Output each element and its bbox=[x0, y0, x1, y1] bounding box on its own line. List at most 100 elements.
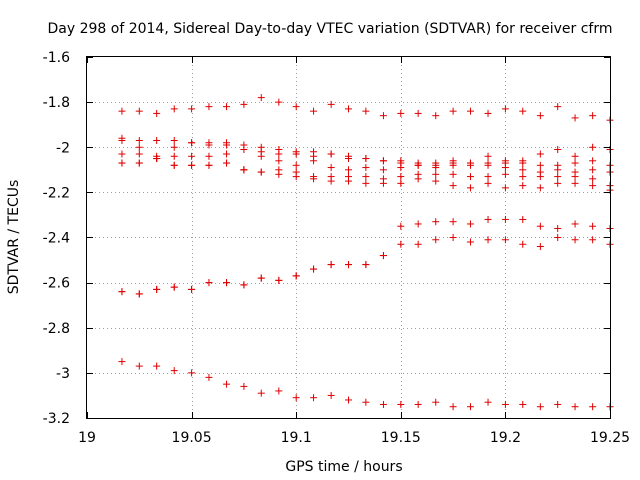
data-point bbox=[466, 220, 474, 228]
data-point bbox=[554, 166, 562, 174]
data-point bbox=[188, 152, 196, 160]
data-point bbox=[466, 107, 474, 115]
data-point bbox=[275, 157, 283, 165]
data-point bbox=[519, 215, 527, 223]
data-point bbox=[153, 109, 161, 117]
data-point bbox=[536, 161, 544, 169]
data-point bbox=[118, 136, 126, 144]
y-tick-label: -2.6 bbox=[43, 276, 70, 292]
data-point bbox=[292, 150, 300, 158]
data-point bbox=[501, 400, 509, 408]
data-point bbox=[327, 164, 335, 172]
data-point bbox=[379, 157, 387, 165]
data-point bbox=[449, 161, 457, 169]
data-point bbox=[589, 112, 597, 120]
data-point bbox=[501, 215, 509, 223]
data-point bbox=[118, 159, 126, 167]
data-point bbox=[240, 382, 248, 390]
data-point bbox=[589, 222, 597, 230]
data-point bbox=[536, 173, 544, 181]
data-point bbox=[257, 152, 265, 160]
data-point bbox=[397, 240, 405, 248]
data-point bbox=[449, 403, 457, 411]
data-point bbox=[135, 362, 143, 370]
x-tick-label: 19.25 bbox=[590, 430, 630, 446]
data-point bbox=[310, 265, 318, 273]
x-tick-label: 19.1 bbox=[281, 430, 312, 446]
data-point bbox=[362, 398, 370, 406]
data-point bbox=[135, 136, 143, 144]
x-tick-label: 19.15 bbox=[381, 430, 421, 446]
data-point bbox=[589, 182, 597, 190]
data-point bbox=[362, 164, 370, 172]
data-point bbox=[135, 290, 143, 298]
data-point bbox=[257, 168, 265, 176]
data-point bbox=[153, 136, 161, 144]
y-tick-label: -2 bbox=[56, 140, 70, 156]
y-tick-labels: -1.6 -1.8 -2 -2.2 -2.4 -2.6 -2.8 -3 -3.2 bbox=[43, 50, 70, 427]
data-point bbox=[240, 146, 248, 154]
data-point bbox=[257, 389, 265, 397]
data-point bbox=[554, 173, 562, 181]
data-point bbox=[536, 403, 544, 411]
data-point bbox=[170, 105, 178, 113]
data-point bbox=[327, 177, 335, 185]
data-point bbox=[327, 150, 335, 158]
data-point bbox=[449, 218, 457, 226]
data-point bbox=[362, 179, 370, 187]
data-point bbox=[449, 182, 457, 190]
data-point bbox=[571, 403, 579, 411]
data-point bbox=[501, 236, 509, 244]
data-point bbox=[484, 236, 492, 244]
data-point bbox=[449, 107, 457, 115]
y-tick-label: -2.4 bbox=[43, 231, 70, 247]
data-point bbox=[118, 288, 126, 296]
data-point bbox=[484, 215, 492, 223]
data-point bbox=[205, 279, 213, 287]
data-point bbox=[432, 236, 440, 244]
data-point bbox=[501, 105, 509, 113]
data-point bbox=[170, 152, 178, 160]
data-point bbox=[240, 100, 248, 108]
data-point bbox=[310, 157, 318, 165]
data-point bbox=[589, 143, 597, 151]
data-point bbox=[345, 166, 352, 174]
data-point bbox=[379, 179, 387, 187]
data-point bbox=[153, 155, 161, 163]
data-point bbox=[310, 394, 318, 402]
data-point bbox=[554, 400, 562, 408]
data-point bbox=[466, 403, 474, 411]
data-point bbox=[432, 398, 440, 406]
data-point bbox=[589, 157, 597, 165]
plot-frame bbox=[86, 56, 611, 419]
data-point bbox=[257, 94, 265, 102]
data-point bbox=[501, 184, 509, 192]
data-point bbox=[257, 274, 265, 282]
data-point bbox=[589, 403, 597, 411]
data-point bbox=[397, 400, 405, 408]
data-point bbox=[571, 220, 579, 228]
data-point bbox=[414, 175, 422, 183]
data-point bbox=[205, 141, 213, 149]
data-point bbox=[519, 107, 527, 115]
data-point bbox=[135, 143, 143, 151]
data-point bbox=[397, 164, 405, 172]
data-point bbox=[397, 109, 405, 117]
data-point bbox=[275, 150, 283, 158]
data-point bbox=[432, 170, 440, 178]
data-point bbox=[188, 369, 196, 377]
data-point bbox=[466, 173, 474, 181]
data-point bbox=[484, 173, 492, 181]
data-point bbox=[519, 159, 527, 167]
data-point bbox=[345, 261, 352, 269]
y-tick-label: -2.8 bbox=[43, 321, 70, 337]
data-point bbox=[292, 161, 300, 169]
data-point bbox=[292, 103, 300, 111]
data-point bbox=[571, 179, 579, 187]
data-point bbox=[449, 234, 457, 241]
data-point bbox=[484, 152, 492, 160]
data-point bbox=[362, 107, 370, 115]
data-point bbox=[397, 179, 405, 187]
data-point bbox=[379, 400, 387, 408]
